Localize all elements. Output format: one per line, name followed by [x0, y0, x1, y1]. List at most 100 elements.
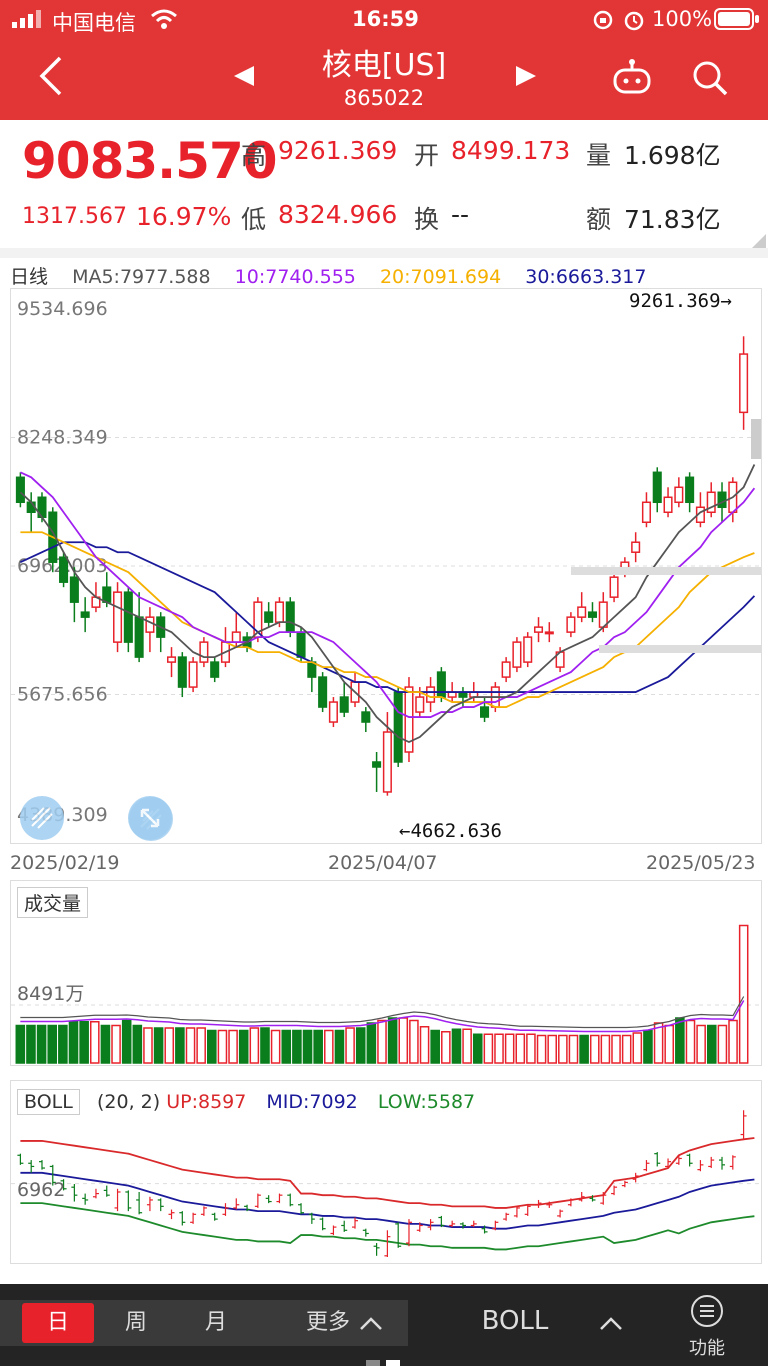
- boll-chart: [11, 1110, 761, 1258]
- volume-bar: [430, 1029, 440, 1064]
- kline-panel[interactable]: 9534.6968248.3496962.0035675.6564389.309…: [10, 288, 762, 844]
- volume-bar: [621, 1034, 632, 1064]
- stripes-icon: [31, 807, 53, 829]
- last-price: 9083.570: [22, 132, 278, 190]
- chevron-up-icon[interactable]: [358, 1314, 384, 1332]
- wifi-icon: [151, 9, 177, 29]
- boll-low: LOW:5587: [377, 1091, 476, 1113]
- back-icon[interactable]: [36, 54, 66, 98]
- battery-icon: [714, 8, 759, 30]
- period-label[interactable]: 日线: [10, 266, 49, 288]
- volume-bar: [558, 1034, 568, 1064]
- ytick-label: 9534.696: [17, 298, 108, 320]
- volume-value: 1.698亿: [624, 141, 721, 170]
- volume-bar: [345, 1027, 355, 1064]
- candle: [533, 626, 544, 633]
- tab-month[interactable]: 月: [204, 1310, 227, 1335]
- volume-bar: [451, 1028, 462, 1064]
- kline-chart[interactable]: 9534.6968248.3496962.0035675.6564389.309…: [11, 289, 761, 843]
- volume-bar: [26, 1024, 36, 1064]
- volume-bar: [706, 1024, 717, 1064]
- robot-icon[interactable]: [612, 58, 652, 96]
- boll-title[interactable]: BOLL: [17, 1089, 80, 1115]
- menu-icon[interactable]: [690, 1294, 724, 1328]
- prev-stock-icon[interactable]: [232, 64, 256, 88]
- volume-chart: [11, 924, 761, 1064]
- volume-bar: [728, 1019, 738, 1064]
- turnover-value: --: [451, 200, 470, 229]
- candle: [328, 701, 338, 723]
- candle: [318, 676, 328, 708]
- ma20-label: 20:7091.694: [379, 266, 502, 288]
- volume-bar: [483, 1033, 494, 1064]
- min-annotation: ←4662.636: [399, 820, 502, 842]
- tab-day[interactable]: 日: [22, 1303, 94, 1343]
- candle: [674, 486, 684, 504]
- candle: [641, 501, 651, 523]
- low-value: 8324.966: [278, 200, 398, 229]
- indicator-select[interactable]: BOLL: [481, 1306, 549, 1336]
- candle: [199, 641, 209, 663]
- battery-percent: 100%: [652, 7, 713, 31]
- alarm-icon: [624, 11, 644, 31]
- tab-more[interactable]: 更多: [305, 1310, 350, 1335]
- candle: [188, 661, 198, 688]
- expand-corner-icon[interactable]: [752, 234, 766, 248]
- volume-bar: [696, 1024, 706, 1064]
- top-bar: 中国电信 16:59 100% 核电[US] 865022: [0, 0, 768, 120]
- volume-bar: [419, 1026, 430, 1064]
- volume-bar: [36, 1024, 47, 1064]
- next-stock-icon[interactable]: [514, 64, 538, 88]
- search-icon[interactable]: [690, 58, 730, 98]
- volume-bar: [441, 1031, 451, 1064]
- volume-bar: [164, 1027, 175, 1064]
- candle: [480, 706, 490, 718]
- candle: [566, 616, 576, 633]
- boll-panel[interactable]: BOLL (20, 2) UP:8597 MID:7092 LOW:5587 6…: [10, 1080, 762, 1264]
- candle: [544, 631, 554, 635]
- ma5-label: MA5:7977.588: [72, 266, 211, 288]
- candle: [652, 471, 662, 504]
- boll-up: UP:8597: [166, 1091, 247, 1113]
- candle: [80, 611, 90, 618]
- volume-bar: [196, 1027, 206, 1064]
- price-change: 1317.567: [22, 204, 127, 229]
- volume-bar: [536, 1034, 547, 1064]
- candle: [577, 606, 587, 618]
- volume-bar: [504, 1033, 515, 1064]
- indicator-chevron-up-icon[interactable]: [598, 1314, 624, 1332]
- candle: [361, 711, 371, 723]
- volume-bar: [398, 1017, 409, 1064]
- carrier-label: 中国电信: [52, 11, 136, 35]
- boll-params: (20, 2): [97, 1091, 161, 1113]
- ma10-label: 10:7740.555: [234, 266, 356, 288]
- volume-bar: [260, 1027, 270, 1064]
- volume-ytick: 8491万: [17, 983, 85, 1005]
- volume-title[interactable]: 成交量: [17, 887, 89, 918]
- candle: [307, 661, 317, 678]
- fullscreen-button[interactable]: [128, 796, 172, 840]
- function-label[interactable]: 功能: [689, 1338, 725, 1359]
- candle: [685, 476, 695, 504]
- candle: [663, 496, 673, 514]
- draw-tool-button[interactable]: [20, 796, 64, 840]
- fullscreen-icon: [140, 808, 160, 828]
- volume-bar: [228, 1029, 238, 1064]
- volume-bar: [100, 1024, 111, 1064]
- candle: [426, 686, 436, 703]
- candle: [145, 616, 155, 633]
- volume-bar: [238, 1029, 249, 1064]
- volume-bar: [515, 1033, 526, 1064]
- xtick-start: 2025/02/19: [10, 852, 120, 874]
- max-annotation: 9261.369→: [629, 290, 732, 312]
- signal-icon: [12, 10, 41, 28]
- candle: [372, 761, 382, 768]
- tab-week[interactable]: 周: [124, 1310, 147, 1335]
- candle: [274, 601, 284, 623]
- boll-mid-line: [20, 1171, 755, 1230]
- xtick-mid: 2025/04/07: [328, 852, 438, 874]
- ma30-line: [20, 541, 756, 693]
- volume-panel[interactable]: 成交量 8491万: [10, 880, 762, 1066]
- volume-bar: [324, 1029, 334, 1064]
- volume-bar: [664, 1024, 675, 1064]
